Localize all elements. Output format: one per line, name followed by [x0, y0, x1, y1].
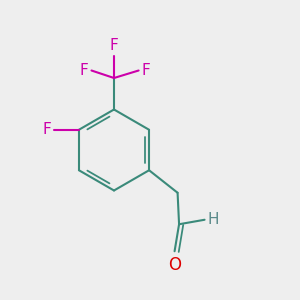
Text: F: F — [43, 122, 51, 137]
Text: F: F — [80, 63, 88, 78]
Text: F: F — [110, 38, 118, 52]
Text: H: H — [208, 212, 219, 227]
Text: F: F — [142, 63, 150, 78]
Text: O: O — [168, 256, 181, 274]
